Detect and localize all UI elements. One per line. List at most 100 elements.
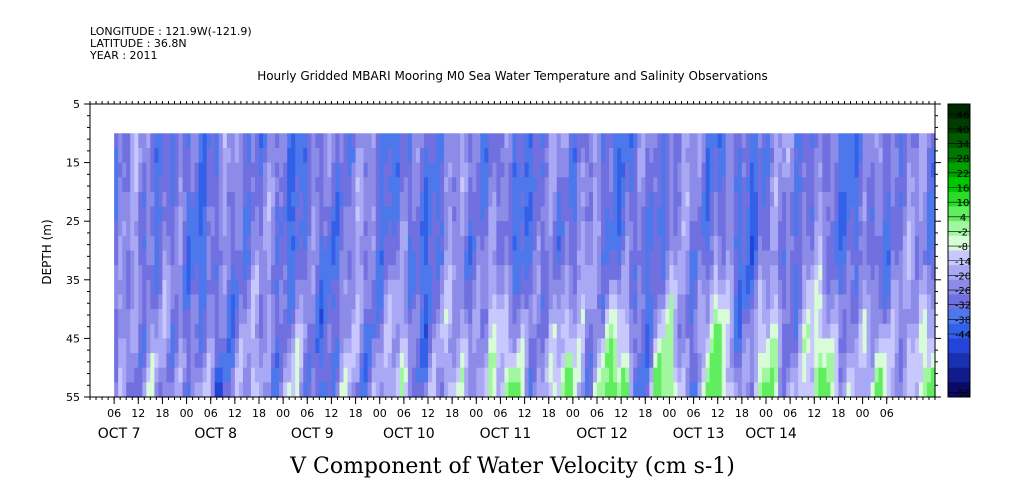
- heatmap-cell: [186, 338, 192, 354]
- x-tick-label: 12: [228, 407, 242, 420]
- heatmap-cell: [540, 309, 546, 325]
- heatmap-cell: [415, 250, 421, 266]
- heatmap-cell: [713, 221, 719, 237]
- heatmap-cell: [492, 323, 497, 339]
- heatmap-cell: [275, 250, 280, 266]
- heatmap-cell: [894, 250, 900, 266]
- heatmap-cell: [170, 265, 176, 281]
- heatmap-cell: [757, 382, 763, 398]
- heatmap-cell: [516, 382, 522, 398]
- heatmap-cell: [428, 250, 433, 266]
- heatmap-cell: [544, 206, 550, 222]
- heatmap-cell: [592, 147, 598, 164]
- heatmap-cell: [524, 382, 530, 398]
- heatmap-cell: [532, 147, 538, 164]
- heatmap-cell: [198, 382, 204, 398]
- heatmap-cell: [130, 235, 135, 252]
- heatmap-cell: [753, 133, 759, 149]
- heatmap-cell: [206, 235, 212, 252]
- heatmap-cell: [162, 206, 168, 222]
- heatmap-cell: [423, 382, 429, 398]
- heatmap-cell: [729, 265, 735, 281]
- heatmap-cell: [174, 191, 180, 208]
- heatmap-cell: [448, 133, 453, 149]
- heatmap-cell: [846, 191, 852, 208]
- heatmap-cell: [633, 177, 638, 193]
- heatmap-cell: [291, 367, 296, 383]
- heatmap-cell: [770, 367, 775, 383]
- heatmap-cell: [472, 323, 477, 339]
- heatmap-cell: [556, 235, 562, 252]
- heatmap-cell: [327, 265, 333, 281]
- heatmap-cell: [657, 235, 662, 252]
- colorbar-swatch: [948, 279, 970, 295]
- heatmap-cell: [878, 221, 884, 237]
- heatmap-cell: [580, 294, 586, 310]
- heatmap-cell: [609, 191, 614, 208]
- heatmap-cell: [729, 309, 735, 325]
- heatmap-cell: [846, 294, 852, 310]
- heatmap-cell: [464, 162, 469, 178]
- heatmap-cell: [572, 294, 578, 310]
- heatmap-cell: [327, 221, 333, 237]
- heatmap-cell: [456, 250, 461, 266]
- heatmap-cell: [633, 265, 638, 281]
- heatmap-cell: [721, 250, 727, 266]
- heatmap-cell: [198, 353, 204, 369]
- heatmap-cell: [351, 367, 357, 383]
- heatmap-cell: [576, 382, 582, 398]
- heatmap-cell: [564, 353, 570, 369]
- heatmap-cell: [508, 221, 514, 237]
- heatmap-cell: [609, 338, 614, 354]
- heatmap-cell: [629, 206, 634, 222]
- heatmap-cell: [717, 147, 723, 164]
- heatmap-cell: [383, 338, 389, 354]
- heatmap-cell: [138, 235, 143, 252]
- colorbar-swatch: [948, 221, 970, 237]
- heatmap-cell: [319, 367, 324, 383]
- heatmap-cell: [428, 382, 433, 398]
- heatmap-cell: [440, 338, 445, 354]
- heatmap-cell: [592, 279, 598, 296]
- heatmap-cell: [882, 177, 888, 193]
- heatmap-cell: [560, 206, 566, 222]
- heatmap-cell: [584, 367, 590, 383]
- heatmap-cell: [753, 162, 759, 178]
- heatmap-cell: [343, 191, 349, 208]
- heatmap-cell: [733, 323, 739, 339]
- heatmap-cell: [158, 221, 164, 237]
- heatmap-cell: [114, 367, 119, 383]
- heatmap-cell: [790, 294, 795, 310]
- heatmap-cell: [464, 250, 469, 266]
- heatmap-cell: [588, 133, 594, 149]
- heatmap-cell: [842, 250, 848, 266]
- heatmap-cell: [548, 353, 554, 369]
- heatmap-cell: [878, 162, 884, 178]
- heatmap-cell: [749, 191, 755, 208]
- heatmap-cell: [693, 206, 699, 222]
- heatmap-cell: [403, 353, 409, 369]
- heatmap-cell: [218, 294, 224, 310]
- year-label: YEAR : 2011: [90, 49, 158, 62]
- heatmap-cell: [588, 162, 594, 178]
- heatmap-cell: [645, 323, 650, 339]
- heatmap-cell: [371, 162, 377, 178]
- heatmap-cell: [556, 177, 562, 193]
- heatmap-cell: [399, 206, 405, 222]
- heatmap-cell: [524, 367, 530, 383]
- heatmap-cell: [894, 382, 900, 398]
- heatmap-cell: [480, 382, 485, 398]
- heatmap-cell: [532, 191, 538, 208]
- heatmap-cell: [584, 162, 590, 178]
- heatmap-cell: [729, 367, 735, 383]
- heatmap-cell: [190, 177, 196, 193]
- heatmap-cell: [158, 265, 164, 281]
- heatmap-cell: [729, 338, 735, 354]
- heatmap-cell: [822, 177, 827, 193]
- heatmap-cell: [407, 235, 413, 252]
- heatmap-cell: [339, 133, 345, 149]
- heatmap-cell: [415, 309, 421, 325]
- heatmap-cell: [271, 309, 276, 325]
- heatmap-cell: [440, 265, 445, 281]
- heatmap-cell: [468, 147, 473, 164]
